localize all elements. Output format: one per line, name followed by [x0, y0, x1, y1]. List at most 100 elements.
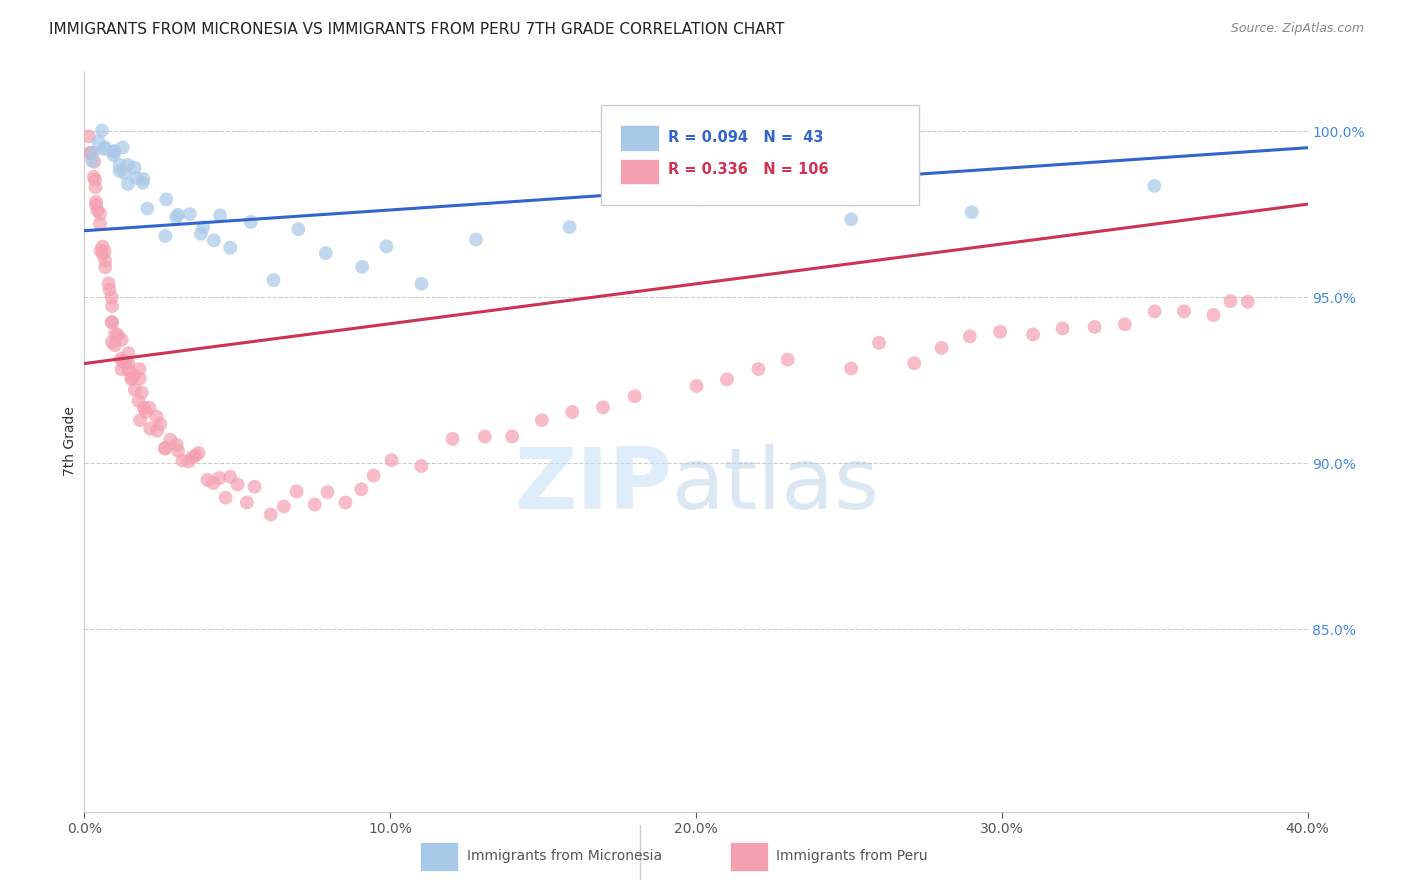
- Point: [187, 446, 209, 460]
- Text: Source: ZipAtlas.com: Source: ZipAtlas.com: [1230, 22, 1364, 36]
- Point: [82, 145, 104, 160]
- Point: [375, 239, 398, 253]
- Point: [108, 164, 131, 178]
- Point: [208, 471, 231, 485]
- Point: [94, 140, 117, 154]
- Point: [592, 401, 614, 415]
- Point: [219, 469, 242, 483]
- FancyBboxPatch shape: [620, 126, 659, 151]
- Point: [100, 315, 122, 329]
- Point: [135, 405, 157, 419]
- Point: [1202, 308, 1225, 322]
- Point: [117, 177, 139, 191]
- Point: [138, 401, 160, 415]
- Point: [363, 468, 385, 483]
- Point: [128, 372, 150, 386]
- Point: [132, 401, 155, 415]
- Point: [91, 123, 114, 137]
- Y-axis label: 7th Grade: 7th Grade: [63, 407, 77, 476]
- Point: [155, 229, 177, 244]
- Point: [561, 405, 583, 419]
- Point: [177, 454, 200, 468]
- Point: [747, 362, 769, 376]
- Point: [128, 394, 150, 409]
- Point: [77, 129, 100, 144]
- Point: [226, 477, 249, 491]
- Point: [110, 351, 132, 366]
- Point: [209, 208, 232, 222]
- Point: [79, 146, 101, 161]
- Point: [167, 208, 190, 222]
- Text: R = 0.094   N =  43: R = 0.094 N = 43: [668, 129, 824, 145]
- Point: [960, 205, 983, 219]
- Point: [236, 495, 259, 509]
- Point: [131, 385, 153, 400]
- Point: [122, 368, 145, 382]
- Point: [903, 356, 925, 370]
- Point: [352, 260, 374, 274]
- Point: [108, 158, 131, 172]
- Point: [1173, 304, 1195, 318]
- Point: [124, 383, 146, 397]
- Point: [91, 246, 114, 260]
- Point: [184, 449, 207, 463]
- Point: [350, 483, 373, 497]
- Point: [111, 333, 134, 347]
- Point: [146, 424, 169, 438]
- Point: [103, 145, 125, 159]
- Point: [316, 485, 339, 500]
- Point: [179, 207, 201, 221]
- Point: [381, 453, 404, 467]
- Point: [166, 438, 188, 452]
- Point: [202, 234, 225, 248]
- Point: [839, 212, 862, 227]
- Point: [118, 364, 141, 378]
- Point: [685, 193, 707, 207]
- Point: [441, 432, 464, 446]
- Point: [84, 194, 107, 209]
- Point: [197, 473, 219, 487]
- Point: [98, 283, 121, 297]
- Point: [121, 371, 143, 385]
- Point: [132, 176, 155, 190]
- Point: [1022, 327, 1045, 342]
- Point: [83, 154, 105, 169]
- Point: [124, 161, 146, 175]
- Point: [132, 172, 155, 186]
- Point: [1143, 178, 1166, 193]
- Point: [558, 220, 581, 235]
- Point: [959, 329, 981, 343]
- Point: [273, 500, 295, 514]
- Point: [287, 222, 309, 236]
- Point: [153, 441, 176, 455]
- Point: [103, 148, 125, 162]
- Point: [86, 203, 108, 218]
- Point: [94, 260, 117, 274]
- Point: [107, 327, 129, 342]
- Point: [411, 458, 433, 473]
- Point: [931, 341, 953, 355]
- Point: [411, 277, 433, 291]
- Point: [104, 326, 127, 341]
- Point: [84, 198, 107, 212]
- Point: [89, 217, 111, 231]
- Point: [84, 180, 107, 194]
- Point: [285, 484, 308, 499]
- FancyBboxPatch shape: [600, 104, 918, 204]
- Point: [90, 244, 112, 258]
- FancyBboxPatch shape: [620, 159, 659, 184]
- Point: [136, 202, 159, 216]
- Text: ZIP: ZIP: [513, 444, 672, 527]
- Point: [1114, 318, 1136, 332]
- Point: [80, 145, 103, 160]
- Point: [839, 361, 862, 376]
- Point: [139, 421, 162, 435]
- Point: [868, 335, 890, 350]
- Point: [1236, 294, 1258, 309]
- Point: [243, 480, 266, 494]
- Point: [219, 241, 242, 255]
- Point: [115, 356, 138, 370]
- Text: Immigrants from Micronesia: Immigrants from Micronesia: [467, 849, 662, 863]
- Point: [239, 215, 262, 229]
- Text: atlas: atlas: [672, 444, 880, 527]
